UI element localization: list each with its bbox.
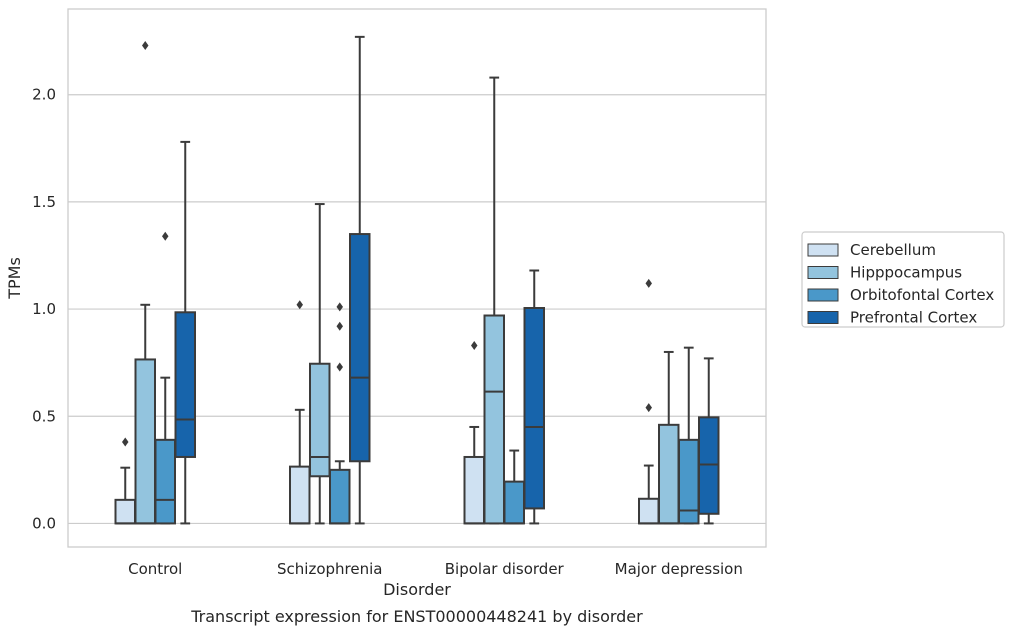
- outlier-point: [122, 437, 129, 447]
- box-body: [289, 465, 311, 525]
- box-body: [174, 311, 196, 458]
- box-hipppocampus: [309, 203, 331, 525]
- outlier-point: [645, 278, 652, 288]
- box-hipppocampus: [658, 350, 680, 525]
- box-series: [114, 35, 720, 525]
- outlier-point: [645, 403, 652, 413]
- x-tick-label: Schizophrenia: [277, 560, 382, 578]
- y-tick-label: 2.0: [32, 86, 56, 104]
- legend-swatch: [807, 288, 839, 302]
- box-orbitofontal-cortex: [154, 231, 176, 525]
- box-prefrontal-cortex: [698, 357, 720, 525]
- box-body: [698, 416, 720, 515]
- x-tick-label: Bipolar disorder: [445, 560, 565, 578]
- box-body: [463, 455, 485, 525]
- box-body: [638, 497, 660, 525]
- box-orbitofontal-cortex: [329, 302, 351, 525]
- box-cerebellum: [114, 437, 136, 525]
- outlier-point: [296, 300, 303, 310]
- legend-swatch: [807, 266, 839, 279]
- chart-caption: Transcript expression for ENST0000044824…: [190, 607, 643, 626]
- box-body: [309, 362, 331, 478]
- x-tick-label: Control: [128, 560, 182, 578]
- legend-label: Orbitofontal Cortex: [850, 286, 994, 304]
- legend-label: Cerebellum: [850, 241, 936, 259]
- outlier-point: [336, 321, 343, 331]
- x-axis-ticks: Control Schizophrenia Bipolar disorder Majo…: [128, 560, 743, 578]
- y-tick-label: 0.5: [32, 407, 56, 425]
- box-hipppocampus: [134, 40, 156, 525]
- box-body: [134, 358, 156, 525]
- box-body: [483, 314, 505, 525]
- y-tick-label: 0.0: [32, 514, 56, 532]
- outlier-point: [336, 302, 343, 312]
- legend-frame: [801, 231, 1005, 328]
- box-body: [503, 480, 525, 525]
- box-body: [114, 498, 136, 525]
- box-body: [523, 307, 545, 510]
- y-tick-label: 1.0: [32, 300, 56, 318]
- legend-swatch: [807, 311, 839, 324]
- x-tick-label: Major depression: [615, 560, 743, 578]
- box-prefrontal-cortex: [174, 140, 196, 525]
- legend-label: Prefrontal Cortex: [850, 309, 977, 327]
- box-body: [329, 468, 351, 525]
- x-axis-label: Disorder: [383, 580, 451, 599]
- box-body: [349, 233, 371, 463]
- box-prefrontal-cortex: [523, 269, 545, 525]
- box-prefrontal-cortex: [349, 35, 371, 525]
- box-body: [154, 438, 176, 525]
- plot-frame: [67, 8, 767, 548]
- box-body: [658, 423, 680, 525]
- legend-swatch: [807, 243, 839, 257]
- outlier-point: [336, 362, 343, 372]
- legend-label: Hipppocampus: [850, 264, 962, 282]
- y-axis-label: TPMs: [5, 257, 24, 300]
- outlier-point: [471, 341, 478, 351]
- box-orbitofontal-cortex: [503, 449, 525, 525]
- box-cerebellum: [463, 341, 485, 525]
- box-hipppocampus: [483, 76, 505, 525]
- box-cerebellum: [289, 300, 311, 525]
- y-tick-label: 1.5: [32, 193, 56, 211]
- box-orbitofontal-cortex: [678, 346, 700, 525]
- outlier-point: [142, 40, 149, 50]
- box-cerebellum: [638, 278, 660, 525]
- legend: Cerebellum Hipppocampus Orbitofontal Corte…: [801, 231, 1005, 328]
- y-axis-ticks: 0.0 0.5 1.0 1.5 2.0: [32, 86, 56, 533]
- outlier-point: [162, 231, 169, 241]
